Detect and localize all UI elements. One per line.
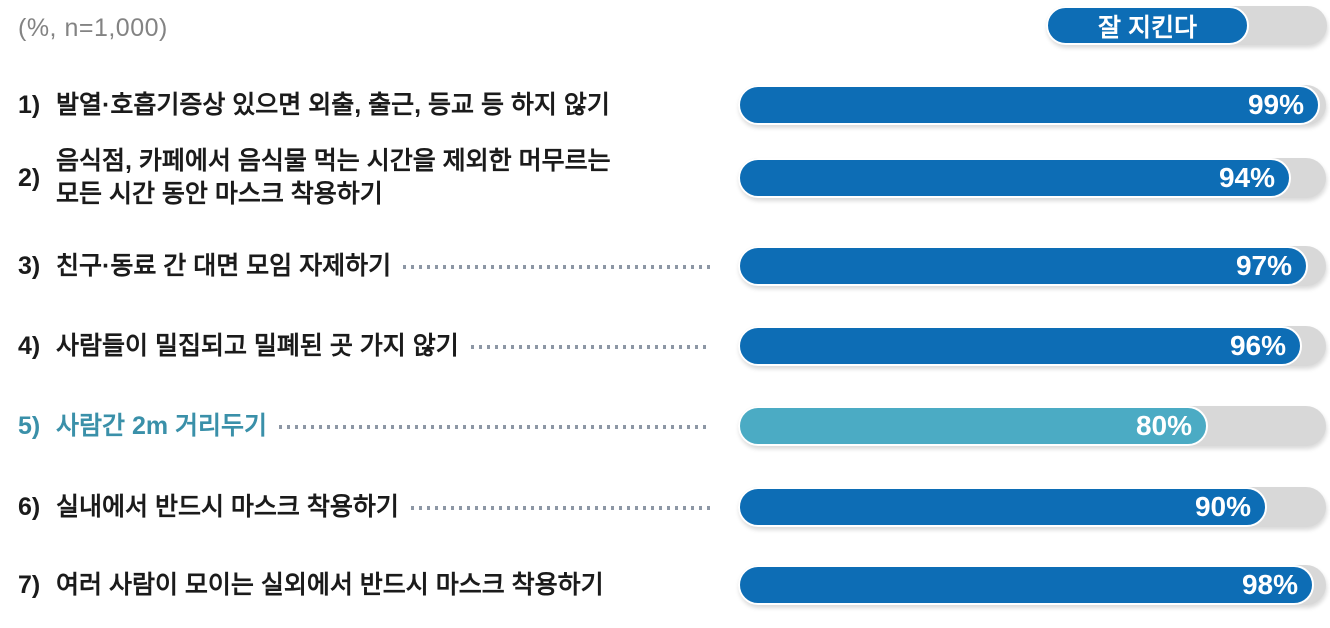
chart-row: 6) 실내에서 반드시 마스크 착용하기 90% bbox=[0, 487, 1330, 527]
row-number: 4) bbox=[18, 331, 41, 360]
bar-fill: 99% bbox=[738, 85, 1320, 125]
bar-fill: 90% bbox=[738, 487, 1267, 527]
bar-track: 80% bbox=[738, 406, 1326, 446]
row-label: 6) 실내에서 반드시 마스크 착용하기 bbox=[18, 487, 734, 527]
row-label-text: 음식점, 카페에서 음식물 먹는 시간을 제외한 머무르는 모든 시간 동안 마… bbox=[56, 147, 611, 208]
legend-pill: 잘 지킨다 bbox=[1046, 6, 1249, 45]
bar-value: 90% bbox=[1194, 491, 1251, 522]
row-label: 5) 사람간 2m 거리두기 bbox=[18, 406, 734, 446]
bar-track: 99% bbox=[738, 85, 1326, 125]
row-label: 4) 사람들이 밀집되고 밀폐된 곳 가지 않기 bbox=[18, 326, 734, 366]
bar-track: 96% bbox=[738, 326, 1326, 366]
chart-row: 5) 사람간 2m 거리두기 80% bbox=[0, 406, 1330, 446]
row-number: 7) bbox=[18, 570, 41, 599]
bar-value: 97% bbox=[1235, 250, 1292, 281]
row-number: 3) bbox=[18, 251, 41, 280]
row-label: 7) 여러 사람이 모이는 실외에서 반드시 마스크 착용하기 bbox=[18, 565, 734, 605]
row-label-text: 여러 사람이 모이는 실외에서 반드시 마스크 착용하기 bbox=[56, 570, 604, 599]
legend-label: 잘 지킨다 bbox=[1098, 13, 1197, 42]
bar-value: 80% bbox=[1135, 410, 1192, 441]
bar-fill: 98% bbox=[738, 565, 1314, 605]
row-label-text: 사람간 2m 거리두기 bbox=[56, 411, 268, 440]
bar-fill: 80% bbox=[738, 406, 1208, 446]
bar-track: 90% bbox=[738, 487, 1326, 527]
row-label-text: 실내에서 반드시 마스크 착용하기 bbox=[56, 492, 399, 521]
legend-pill-track: 잘 지킨다 bbox=[1046, 6, 1327, 45]
row-label: 2) 음식점, 카페에서 음식물 먹는 시간을 제외한 머무르는 모든 시간 동안… bbox=[18, 147, 734, 208]
leader-dots bbox=[279, 425, 710, 429]
leader-dots bbox=[470, 345, 710, 349]
bar-track: 94% bbox=[738, 158, 1326, 198]
row-label-text: 발열·호흡기증상 있으면 외출, 출근, 등교 등 하지 않기 bbox=[56, 90, 610, 119]
row-label-text: 사람들이 밀집되고 밀폐된 곳 가지 않기 bbox=[56, 331, 459, 360]
row-number: 5) bbox=[18, 411, 41, 440]
chart-row: 3) 친구·동료 간 대면 모임 자제하기 97% bbox=[0, 246, 1330, 286]
chart-row: 2) 음식점, 카페에서 음식물 먹는 시간을 제외한 머무르는 모든 시간 동안… bbox=[0, 147, 1330, 208]
row-number: 6) bbox=[18, 492, 41, 521]
bar-value: 94% bbox=[1218, 162, 1275, 193]
bar-value: 99% bbox=[1247, 89, 1304, 120]
row-label: 1) 발열·호흡기증상 있으면 외출, 출근, 등교 등 하지 않기 bbox=[18, 85, 734, 125]
row-number: 1) bbox=[18, 90, 41, 119]
bar-fill: 94% bbox=[738, 158, 1291, 198]
bar-fill: 96% bbox=[738, 326, 1302, 366]
bar-value: 98% bbox=[1241, 569, 1298, 600]
chart-row: 7) 여러 사람이 모이는 실외에서 반드시 마스크 착용하기 98% bbox=[0, 565, 1330, 605]
chart-row: 1) 발열·호흡기증상 있으면 외출, 출근, 등교 등 하지 않기 99% bbox=[0, 85, 1330, 125]
row-label-text: 친구·동료 간 대면 모임 자제하기 bbox=[56, 251, 392, 280]
bar-fill: 97% bbox=[738, 246, 1308, 286]
bar-track: 97% bbox=[738, 246, 1326, 286]
bar-value: 96% bbox=[1229, 330, 1286, 361]
chart-row: 4) 사람들이 밀집되고 밀폐된 곳 가지 않기 96% bbox=[0, 326, 1330, 366]
leader-dots bbox=[410, 506, 710, 510]
bar-track: 98% bbox=[738, 565, 1326, 605]
leader-dots bbox=[403, 265, 710, 269]
sample-size-note: (%, n=1,000) bbox=[18, 14, 168, 42]
row-label: 3) 친구·동료 간 대면 모임 자제하기 bbox=[18, 246, 734, 286]
row-number: 2) bbox=[18, 163, 41, 192]
